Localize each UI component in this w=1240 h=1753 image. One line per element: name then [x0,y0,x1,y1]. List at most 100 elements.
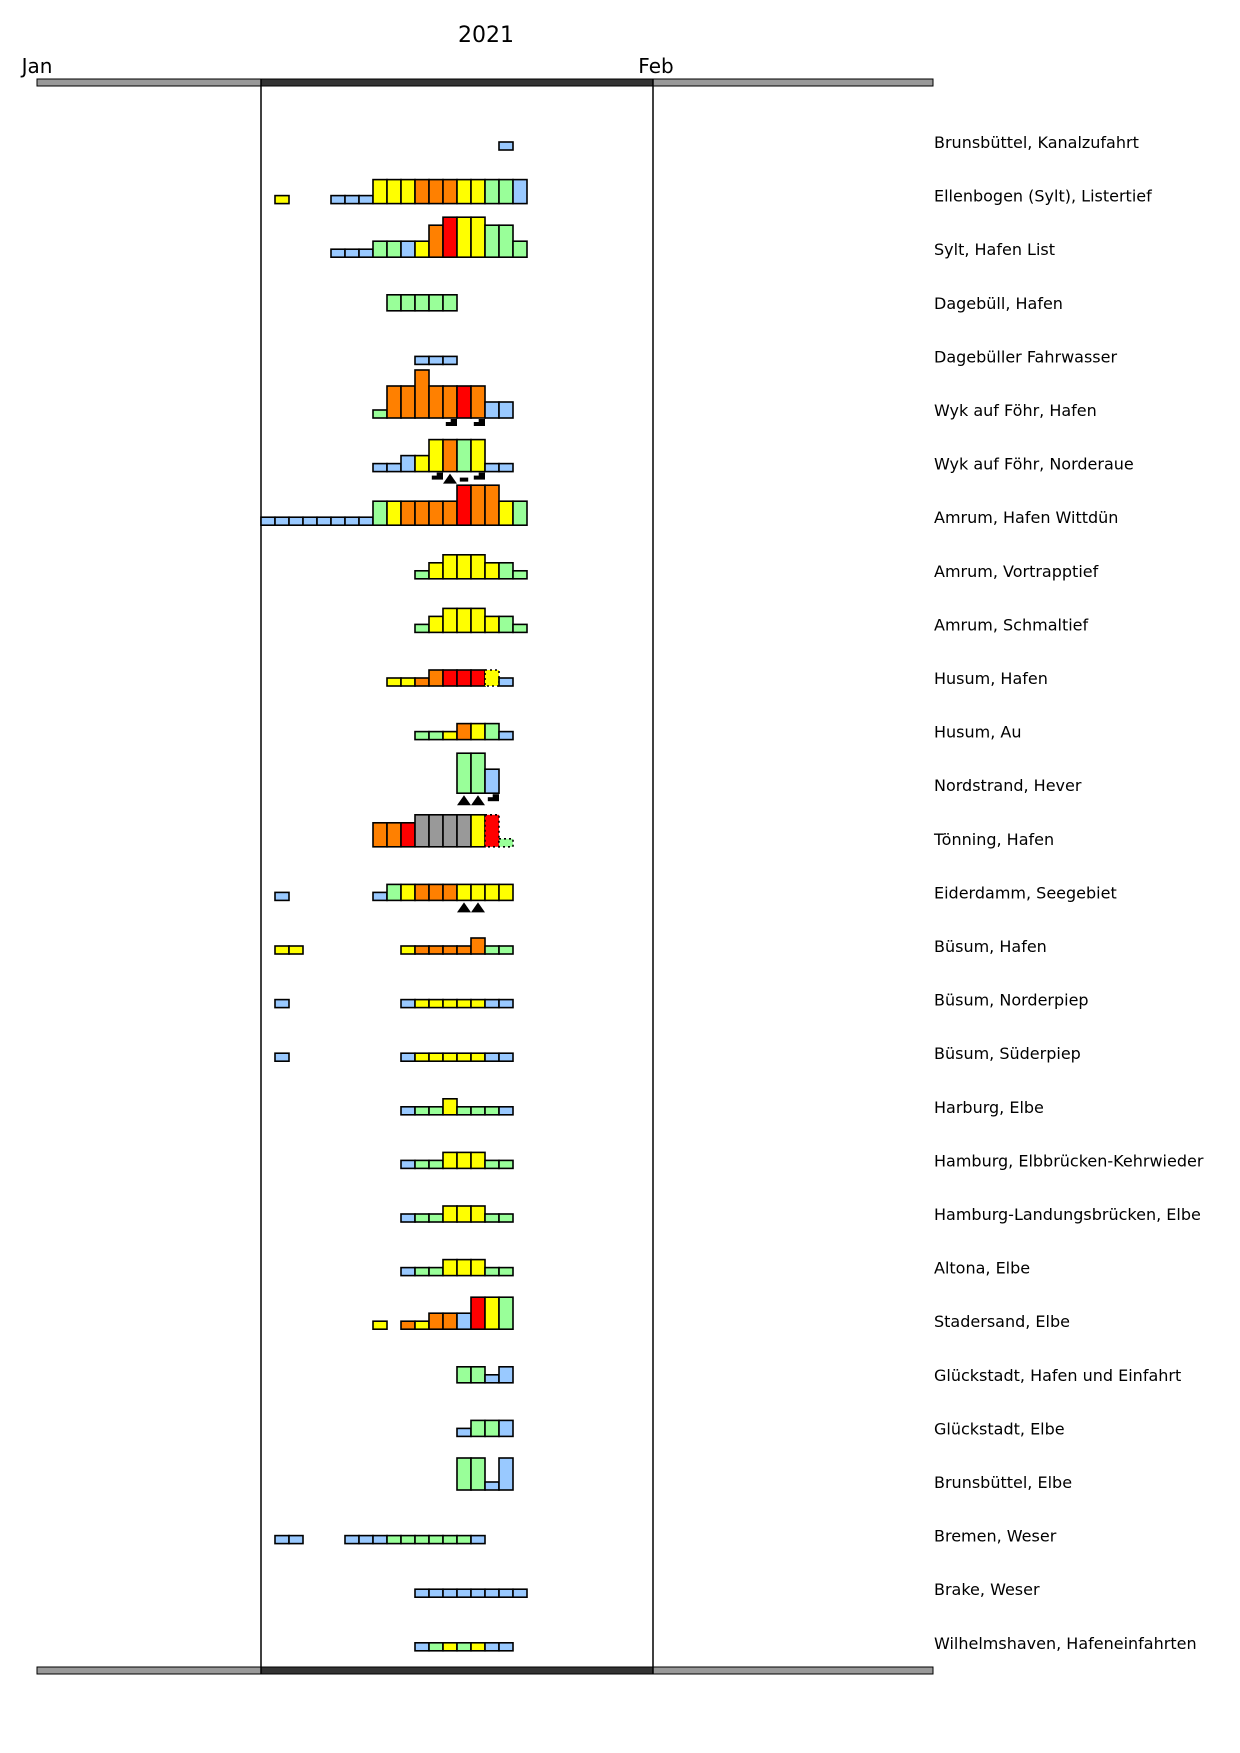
cell-blue [498,998,514,1009]
cell-blue [484,1481,500,1491]
cell-blue [484,1642,500,1652]
top-bar-feb [260,78,654,87]
cell-orange [442,438,458,473]
cell-blue [414,1642,430,1652]
cell-blue [344,516,360,527]
cell-green [456,1642,472,1652]
cell-orange [470,484,486,527]
cell-yellow [484,669,500,687]
cell-green [428,1642,444,1652]
cell-blue [274,998,290,1009]
cell-green [428,1106,444,1116]
station-label: Stadersand, Elbe [934,1312,1070,1331]
triangle-marker-icon [457,795,471,806]
cell-green [372,240,388,258]
cell-green [484,1106,500,1116]
station-row: Stadersand, Elbe [372,1296,1070,1331]
cell-yellow [456,178,472,205]
cell-green [428,1534,444,1545]
cell-grey [456,813,472,848]
cell-orange [386,385,402,419]
cell-orange [414,500,430,527]
step-marker-icon [431,475,443,480]
cell-yellow [470,178,486,205]
cell-yellow [456,1258,472,1277]
station-row: Brake, Weser [414,1580,1040,1599]
cell-blue [358,516,374,527]
cell-yellow [456,216,472,258]
cell-blue [498,1588,514,1598]
station-label: Glückstadt, Elbe [934,1419,1065,1438]
cell-red [400,821,416,848]
cell-yellow [456,1151,472,1170]
station-label: Husum, Au [934,723,1022,742]
cell-blue [456,1427,472,1438]
cell-yellow [470,1151,486,1170]
bottom-bar-jan [36,1666,262,1675]
station-label: Husum, Hafen [934,669,1048,688]
cell-blue [498,401,514,419]
cell-orange [414,369,430,419]
cell-orange [428,945,444,955]
cell-green [498,1213,514,1223]
cell-yellow [456,1052,472,1062]
station-row: Ellenbogen (Sylt), Listertief [274,178,1152,206]
cell-blue [456,1588,472,1598]
station-label: Bremen, Weser [934,1527,1057,1546]
cell-orange [470,385,486,419]
cell-orange [442,385,458,419]
cell-yellow [470,438,486,473]
station-label: Büsum, Süderpiep [934,1044,1081,1063]
cell-yellow [470,1052,486,1062]
cell-green [428,1213,444,1223]
cell-green [414,623,430,634]
cell-blue [330,248,346,258]
station-label: Ellenbogen (Sylt), Listertief [934,187,1152,206]
cell-green [498,615,514,634]
cell-red [442,216,458,258]
dash-marker-icon [459,477,469,482]
station-row: Dagebüller Fahrwasser [414,347,1117,366]
cell-yellow [442,1052,458,1062]
cell-green [442,1534,458,1545]
station-label: Altona, Elbe [934,1259,1030,1278]
cell-yellow [428,998,444,1009]
station-label: Sylt, Hafen List [934,240,1055,259]
month-label-jan: Jan [20,54,53,78]
cell-blue [400,1213,416,1223]
station-row: Eiderdamm, Seegebiet [274,883,1117,913]
cell-green [484,1159,500,1170]
cell-orange [400,385,416,419]
cell-orange [400,500,416,527]
cell-yellow [288,945,304,955]
cell-orange [414,178,430,205]
cell-green [414,1213,430,1223]
cell-yellow [386,677,402,687]
cell-blue [442,1588,458,1598]
step-marker-icon [478,419,485,423]
bottom-bar-feb [260,1666,654,1675]
cell-green [386,293,402,312]
cell-red [470,1296,486,1330]
cell-yellow [372,178,388,205]
cell-grey [442,813,458,848]
station-label: Amrum, Schmaltief [934,615,1089,634]
cell-green [470,1419,486,1438]
cell-yellow [442,998,458,1009]
cell-yellow [400,178,416,205]
station-label: Brunsbüttel, Kanalzufahrt [934,133,1139,152]
station-row: Amrum, Vortrapptief [414,553,1099,581]
cell-blue [428,1588,444,1598]
cell-green [414,293,430,312]
cell-orange [386,821,402,848]
cell-yellow [442,1205,458,1223]
step-marker-icon [487,797,499,802]
cell-blue [260,516,276,527]
cell-green [456,752,472,795]
station-label: Hamburg-Landungsbrücken, Elbe [934,1205,1201,1224]
cell-yellow [414,998,430,1009]
station-rows: Brunsbüttel, Kanalzufahrt Ellenbogen (Syl… [260,133,1204,1653]
cell-yellow [484,561,500,580]
cell-yellow [414,1052,430,1062]
